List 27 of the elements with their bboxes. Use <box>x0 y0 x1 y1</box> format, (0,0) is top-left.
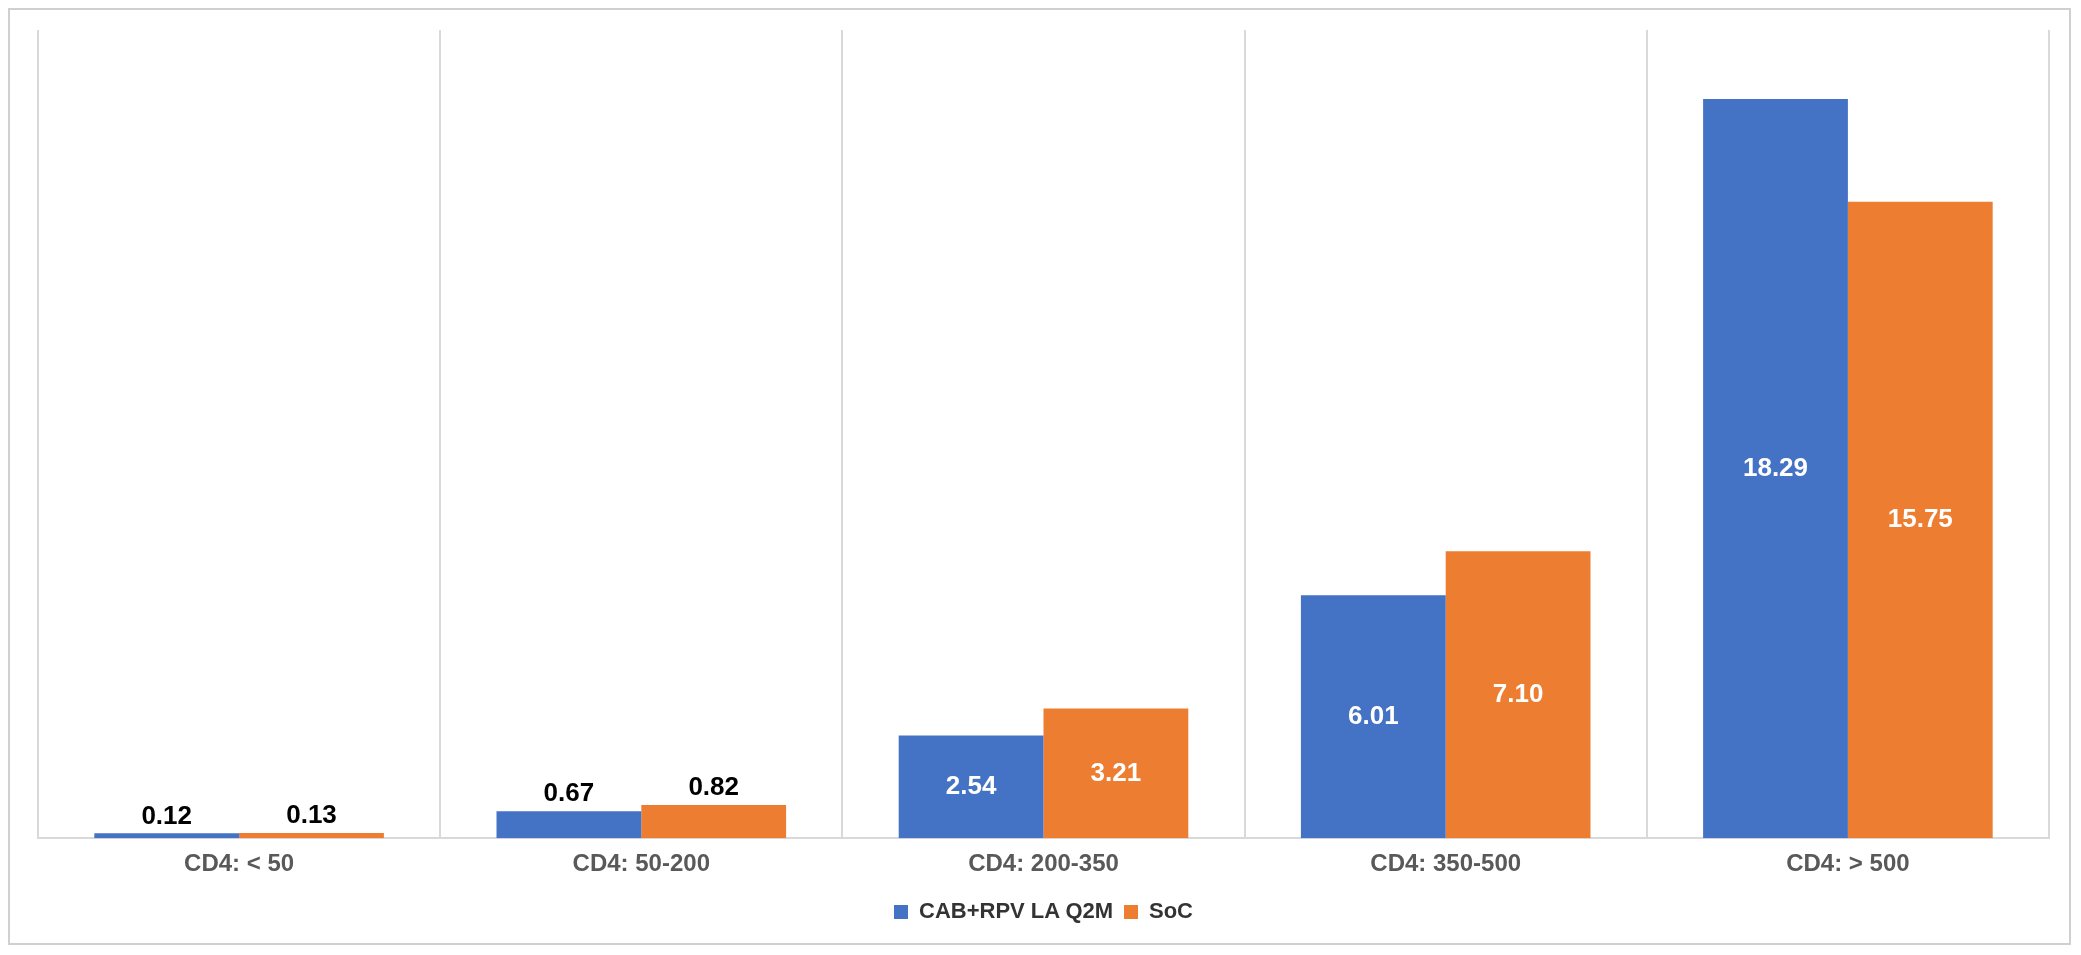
bar <box>94 833 240 839</box>
legend-label: SoC <box>1148 898 1194 924</box>
bar <box>1043 708 1189 839</box>
data-label: 7.10 <box>1492 677 1544 708</box>
data-label: 0.67 <box>543 777 595 808</box>
bar <box>1703 99 1848 839</box>
legend-label: CAB+RPV LA Q2M <box>919 898 1114 924</box>
data-label: 18.29 <box>1742 451 1809 482</box>
x-tick-label: CD4: 350-500 <box>1370 849 1522 877</box>
bar <box>1445 551 1591 839</box>
bar <box>239 832 384 839</box>
data-label: 15.75 <box>1887 503 1953 534</box>
x-tick-label: CD4: 50-200 <box>572 849 710 877</box>
data-label: 3.21 <box>1090 756 1142 787</box>
data-label: 0.12 <box>141 799 193 830</box>
bar <box>496 811 642 839</box>
bar <box>1300 595 1446 839</box>
x-tick-label: CD4: > 500 <box>1786 849 1910 877</box>
data-label: 0.13 <box>286 799 337 830</box>
x-tick-label: CD4: 200-350 <box>968 849 1119 877</box>
bar <box>898 735 1044 839</box>
data-label: 0.82 <box>688 771 739 802</box>
data-label: 6.01 <box>1348 699 1399 730</box>
data-label: 2.54 <box>945 770 997 801</box>
x-tick-label: CD4: < 50 <box>184 849 295 877</box>
bar <box>641 805 787 839</box>
bar <box>1847 201 1993 839</box>
